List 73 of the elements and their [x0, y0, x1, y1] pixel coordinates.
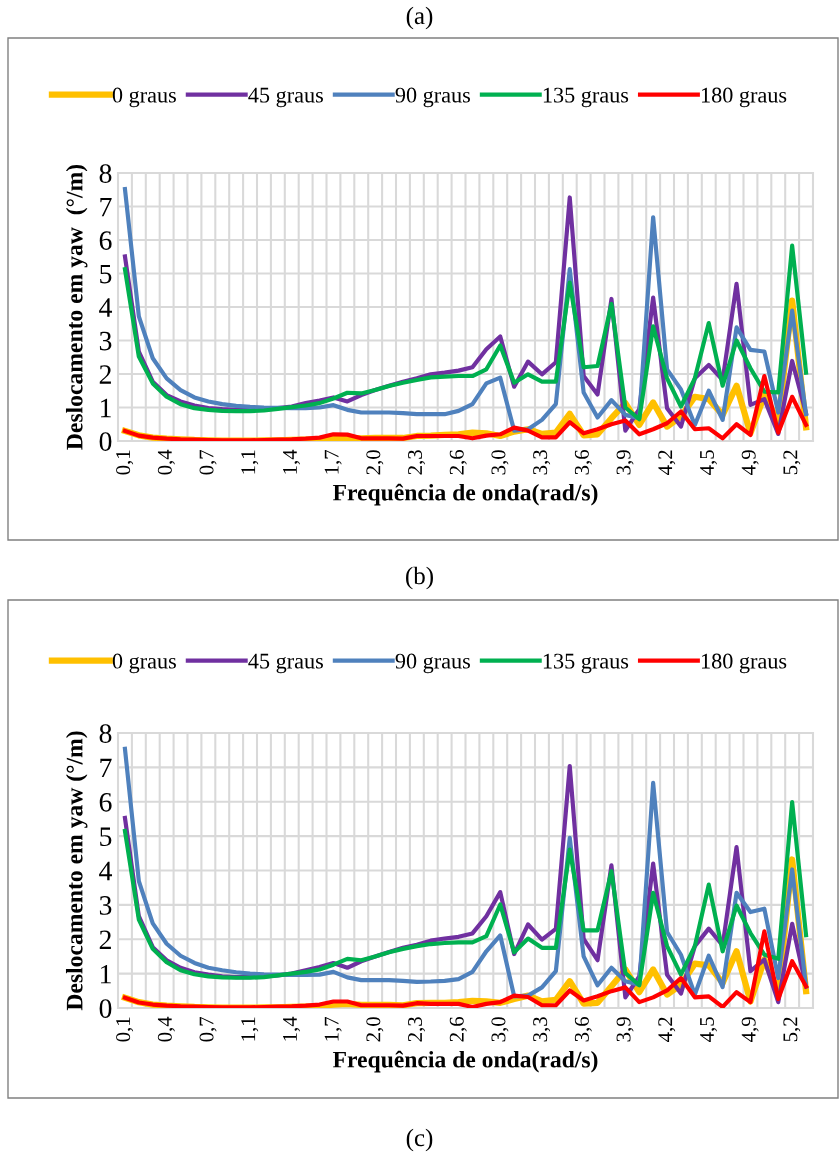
y-tick-label: 2 — [99, 930, 111, 949]
y-tick-label: 6 — [99, 792, 112, 812]
x-tick-label: 4,2 — [658, 1017, 676, 1042]
x-tick-label: 0,4 — [157, 1016, 175, 1042]
x-axis-title: Frequência de onda(rad/s) — [332, 483, 598, 506]
y-tick-label: 3 — [99, 331, 112, 351]
x-tick-label: 3,3 — [533, 450, 551, 475]
x-tick-label: 3,9 — [616, 1017, 634, 1042]
y-axis-title: Deslocamento em yaw (°/m) — [65, 731, 88, 1011]
x-tick-label: 2,3 — [408, 1017, 426, 1042]
x-tick-label: 2,6 — [449, 1016, 467, 1042]
legend-label: 135 graus — [543, 87, 629, 108]
chart-title: (a) — [406, 6, 433, 30]
x-tick-label: 1,7 — [324, 449, 342, 474]
legend-label: 0 graus — [112, 87, 176, 108]
x-axis-title: Frequência de onda(rad/s) — [332, 1050, 598, 1073]
legend-label: 180 graus — [701, 87, 787, 108]
x-tick-label: 3,0 — [491, 1017, 509, 1042]
legend-label: 135 graus — [543, 653, 629, 674]
line-series — [122, 373, 809, 441]
y-tick-label: 5 — [100, 264, 112, 284]
y-tick-label: 4 — [99, 861, 113, 881]
x-tick-label: 3,3 — [533, 1017, 551, 1042]
line-series — [122, 800, 809, 988]
y-tick-label: 8 — [99, 164, 112, 183]
legend-label: 180 graus — [701, 653, 787, 674]
y-tick-label: 6 — [99, 231, 112, 250]
legend-label: 45 graus — [248, 87, 323, 108]
y-tick-label: 1 — [101, 964, 111, 984]
y-tick-label: 0 — [99, 432, 112, 451]
x-tick-label: 0,7 — [199, 449, 217, 475]
y-tick-label: 5 — [100, 827, 112, 847]
y-tick-label: 2 — [99, 365, 111, 384]
x-tick-label: 3,6 — [574, 449, 592, 475]
x-tick-label: 4,9 — [741, 1017, 759, 1042]
x-tick-label: 3,6 — [574, 1016, 592, 1042]
x-tick-label: 4,2 — [658, 450, 676, 475]
x-tick-label: 1,4 — [283, 449, 300, 474]
text: (c) — [406, 1128, 433, 1152]
y-tick-label: 7 — [100, 758, 112, 778]
x-tick-label: 1,4 — [283, 1016, 300, 1041]
legend-label: 90 graus — [395, 87, 470, 108]
y-tick-label: 4 — [99, 298, 113, 317]
x-tick-label: 0,4 — [157, 449, 175, 475]
legend-label: 90 graus — [395, 653, 470, 674]
x-tick-label: 0,1 — [116, 1017, 134, 1042]
y-axis-title: Deslocamento em yaw (°/m) — [65, 164, 88, 450]
x-tick-label: 4,5 — [700, 450, 717, 475]
text: (b) — [406, 566, 433, 590]
line-series — [122, 929, 809, 1008]
x-tick-label: 1,1 — [241, 1017, 259, 1041]
y-tick-label: 7 — [100, 197, 112, 217]
y-tick-label: 0 — [99, 999, 112, 1018]
x-tick-label: 2,6 — [449, 449, 467, 475]
x-tick-label: 3,0 — [491, 450, 509, 475]
x-tick-label: 0,7 — [199, 1016, 217, 1042]
y-tick-label: 3 — [99, 896, 112, 915]
x-tick-label: 1,7 — [324, 1016, 342, 1041]
x-tick-label: 0,1 — [116, 450, 134, 475]
y-tick-label: 1 — [101, 398, 111, 418]
x-tick-label: 3,9 — [616, 450, 634, 475]
x-tick-label: 1,1 — [241, 450, 259, 474]
x-tick-label: 2,3 — [408, 450, 426, 475]
x-tick-label: 5,2 — [783, 450, 801, 475]
x-tick-label: 5,2 — [783, 1017, 801, 1042]
line-series — [122, 243, 809, 422]
legend-label: 45 graus — [248, 653, 323, 674]
x-tick-label: 4,5 — [700, 1017, 717, 1042]
legend-label: 0 graus — [112, 653, 176, 674]
x-tick-label: 2,0 — [366, 1017, 384, 1042]
y-tick-label: 8 — [99, 724, 112, 743]
x-tick-label: 4,9 — [741, 450, 759, 475]
x-tick-label: 2,0 — [366, 450, 384, 475]
